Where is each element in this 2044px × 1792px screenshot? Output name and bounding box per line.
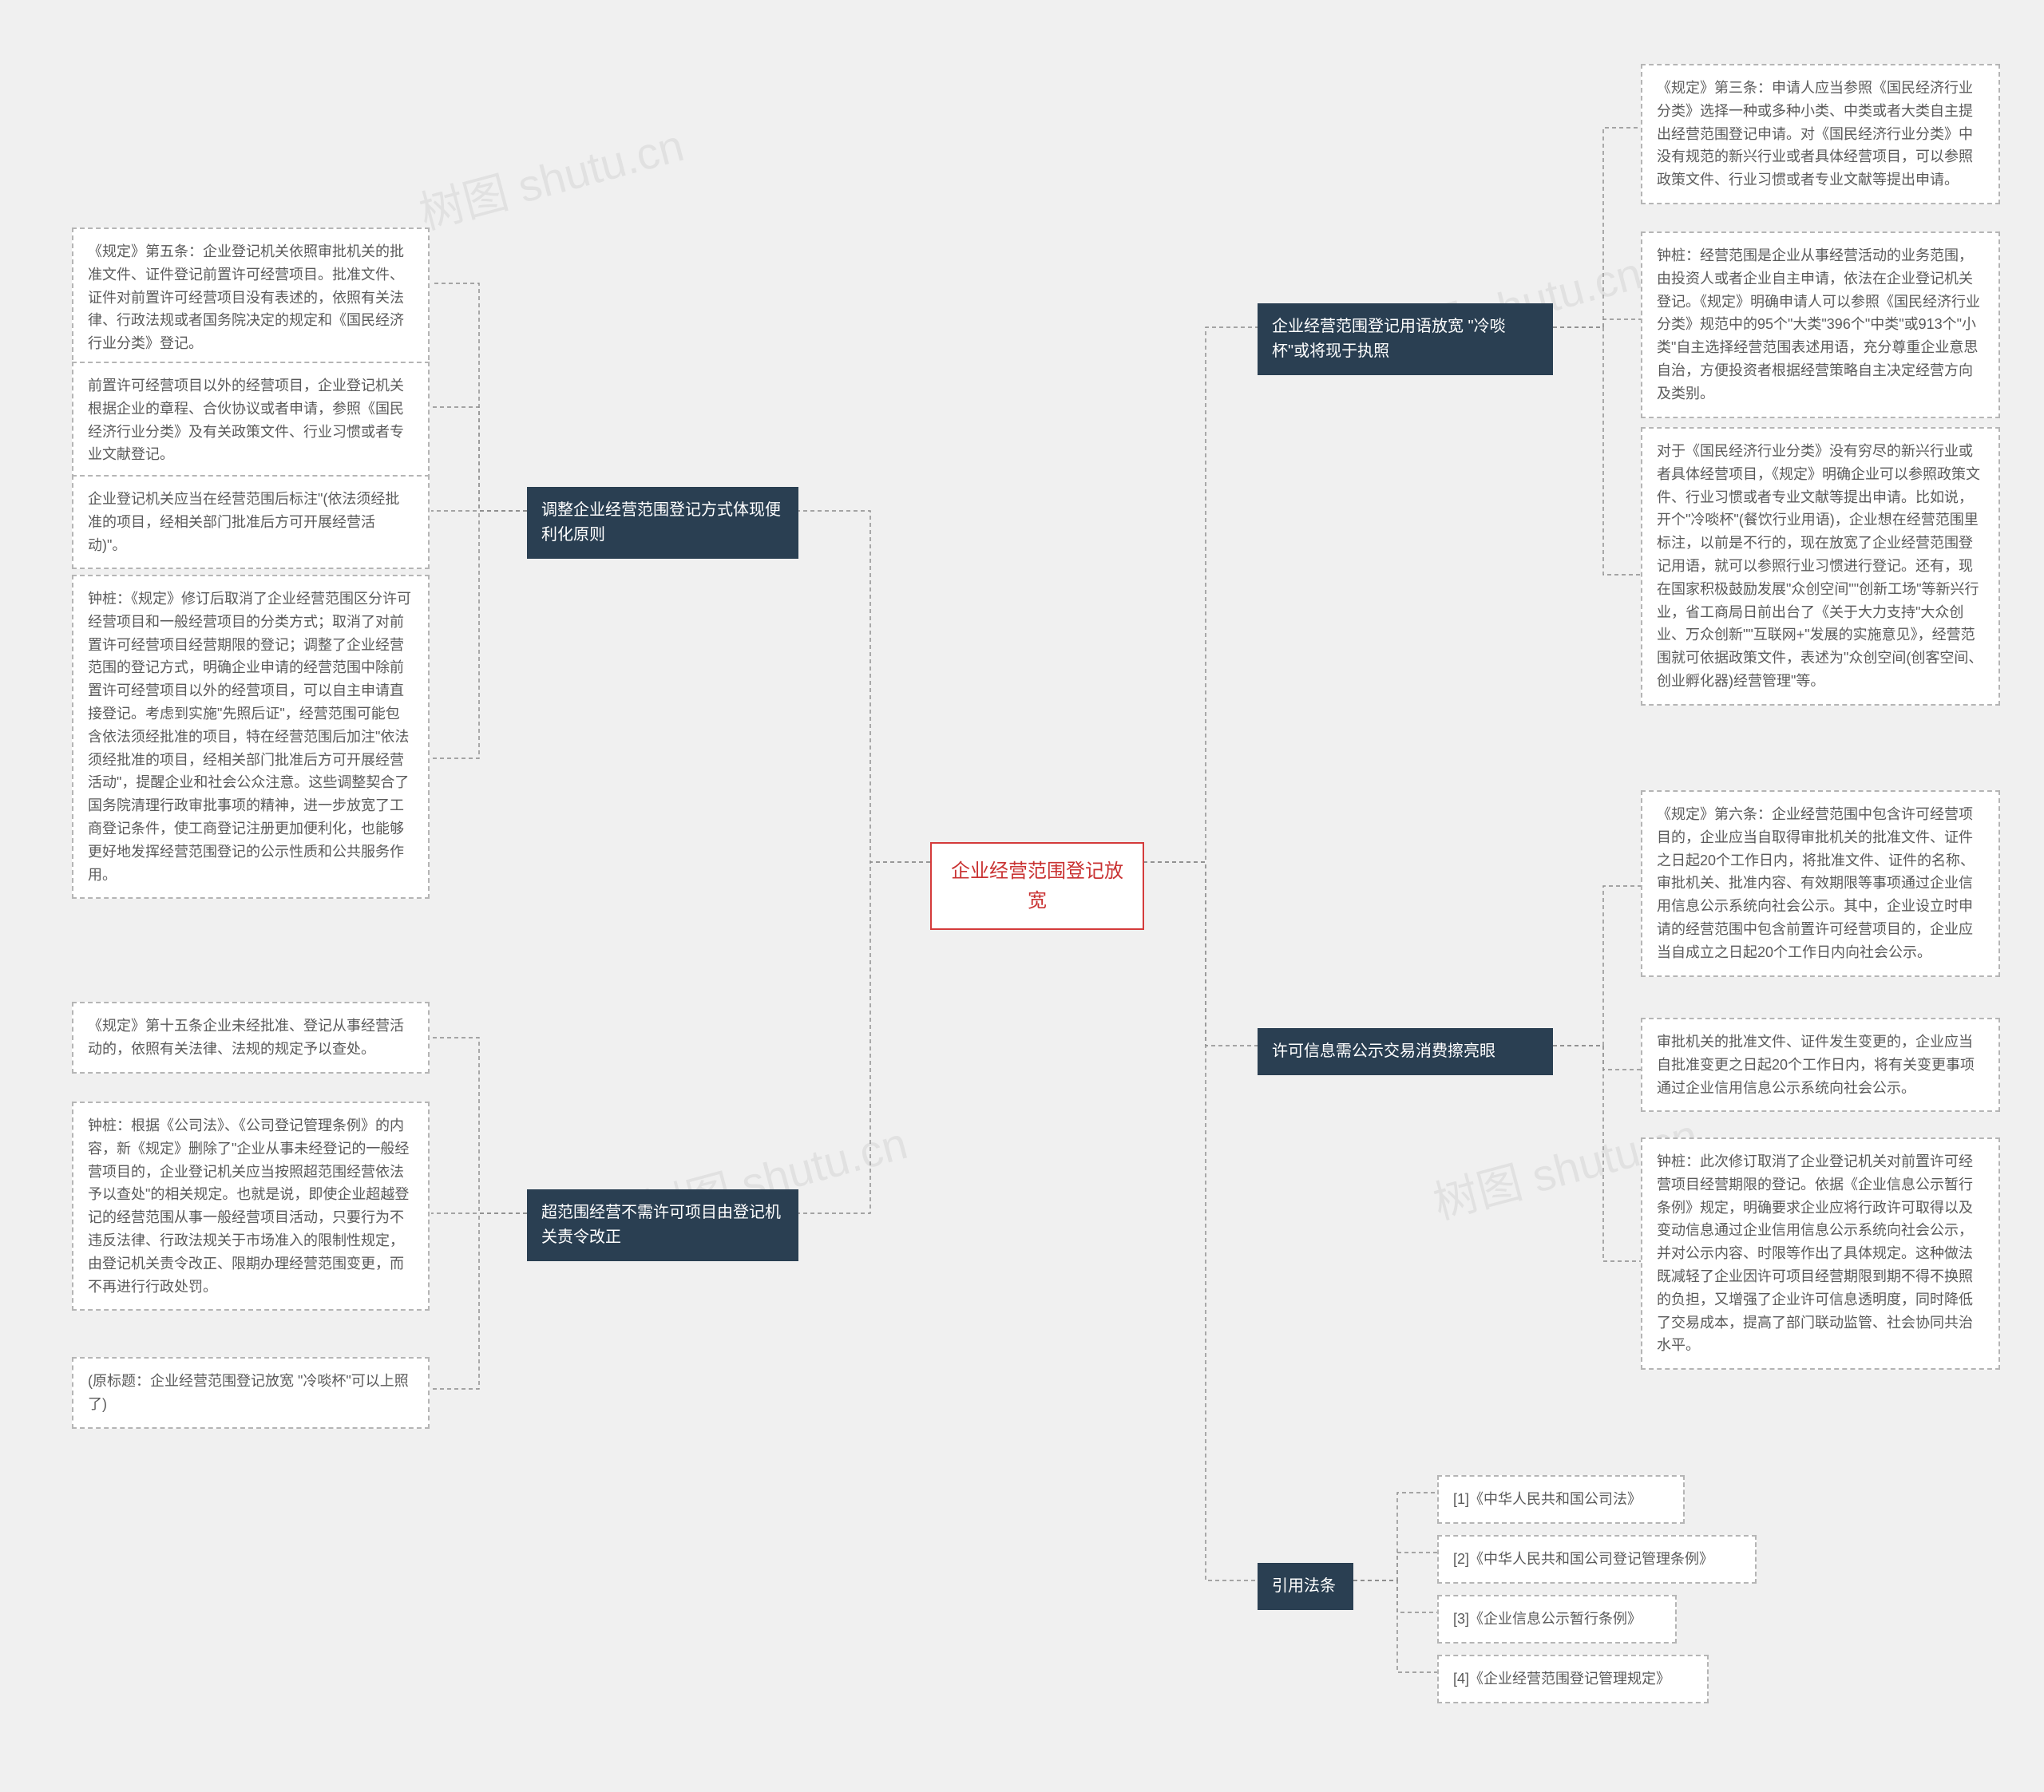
leaf-node: 对于《国民经济行业分类》没有穷尽的新兴行业或者具体经营项目，《规定》明确企业可以… (1641, 427, 2000, 706)
branch-left-1: 调整企业经营范围登记方式体现便利化原则 (527, 487, 798, 559)
center-node: 企业经营范围登记放宽 (930, 842, 1144, 930)
branch-right-2: 许可信息需公示交易消费擦亮眼 (1258, 1028, 1553, 1075)
leaf-node: 钟桩：《规定》修订后取消了企业经营范围区分许可经营项目和一般经营项目的分类方式；… (72, 575, 430, 899)
leaf-node: [2]《中华人民共和国公司登记管理条例》 (1437, 1535, 1757, 1584)
leaf-node: 《规定》第十五条企业未经批准、登记从事经营活动的，依照有关法律、法规的规定予以查… (72, 1002, 430, 1074)
leaf-node: 《规定》第六条：企业经营范围中包含许可经营项目的，企业应当自取得审批机关的批准文… (1641, 790, 2000, 977)
branch-right-1: 企业经营范围登记用语放宽 "冷啖杯"或将现于执照 (1258, 303, 1553, 375)
leaf-node: 《规定》第三条：申请人应当参照《国民经济行业分类》选择一种或多种小类、中类或者大… (1641, 64, 2000, 204)
leaf-node: (原标题：企业经营范围登记放宽 "冷啖杯"可以上照了) (72, 1357, 430, 1429)
leaf-node: 前置许可经营项目以外的经营项目，企业登记机关根据企业的章程、合伙协议或者申请，参… (72, 362, 430, 479)
watermark: 树图 shutu.cn (411, 109, 690, 242)
leaf-node: 钟桩：此次修订取消了企业登记机关对前置许可经营项目经营期限的登记。依据《企业信息… (1641, 1137, 2000, 1370)
branch-right-3: 引用法条 (1258, 1563, 1353, 1610)
branch-left-2: 超范围经营不需许可项目由登记机关责令改正 (527, 1189, 798, 1261)
leaf-node: 钟桩：根据《公司法》、《公司登记管理条例》的内容，新《规定》删除了"企业从事未经… (72, 1102, 430, 1311)
leaf-node: 企业登记机关应当在经营范围后标注"(依法须经批准的项目，经相关部门批准后方可开展… (72, 475, 430, 569)
leaf-node: [4]《企业经营范围登记管理规定》 (1437, 1655, 1709, 1703)
leaf-node: 《规定》第五条：企业登记机关依照审批机关的批准文件、证件登记前置许可经营项目。批… (72, 227, 430, 368)
leaf-node: 钟桩：经营范围是企业从事经营活动的业务范围，由投资人或者企业自主申请，依法在企业… (1641, 231, 2000, 418)
leaf-node: [1]《中华人民共和国公司法》 (1437, 1475, 1685, 1524)
leaf-node: [3]《企业信息公示暂行条例》 (1437, 1595, 1677, 1644)
leaf-node: 审批机关的批准文件、证件发生变更的，企业应当自批准变更之日起20个工作日内，将有… (1641, 1018, 2000, 1112)
